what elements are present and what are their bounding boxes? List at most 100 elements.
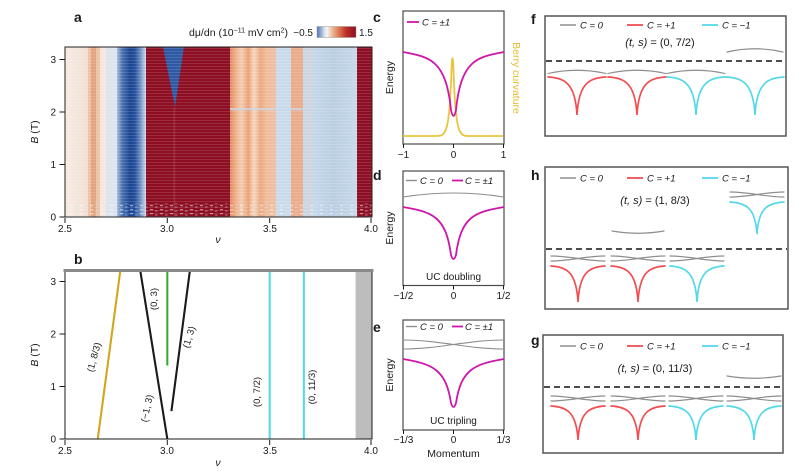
phase-line-label: (−1, 3) [139,394,156,423]
legend-label: C = 0 [580,342,604,353]
band-curve-c-pm1 [402,51,505,117]
berry-curvature-label: Berry curvature [510,42,522,114]
colorbar-max: 1.5 [359,28,373,39]
panel-c-label: c [373,9,381,25]
panel-b: b (1, 8/3) (−1, 3) (0, 3) (1, 3) (0, 7/2… [29,251,378,469]
x-tick-label: 0 [451,150,457,161]
axis-ticks [403,285,504,290]
x-tick-label: 2.5 [58,446,72,457]
band-curve [669,255,725,262]
plot-frame [64,270,373,440]
y-tick-label: 1 [50,160,56,171]
phase-line-label: (0, 3) [149,288,160,310]
band-curve [550,395,606,402]
colorbar-min: −0.5 [293,28,313,39]
band-curve [550,265,606,303]
legend-label: C = +1 [647,174,676,185]
x-tick-label: −1 [398,150,410,161]
band-diagram [550,375,782,441]
panel-f-label: f [531,11,536,27]
y-tick-label: 0 [50,213,56,224]
band-curve [726,395,782,402]
panel-c: c C = ±1 −1 0 1 Energy Berry curvature [373,9,522,161]
panel-e-caption: UC tripling [430,416,477,427]
x-tick-label: −1/2 [394,291,414,302]
x-tick-label: 0 [451,435,457,446]
panel-h-label: h [531,167,540,183]
band-curve [550,405,606,441]
band-diagram [550,191,785,303]
axis-ticks [59,281,372,445]
panel-d-label: d [373,167,382,183]
berry-curvature-curve [403,57,503,137]
colorbar-label: dμ/dn (10−11 mV cm2) [189,27,288,39]
phase-line-label: (0, 11/3) [307,370,318,405]
legend-label: C = +1 [647,342,676,353]
band-curve [729,191,785,198]
panel-g-label: g [531,332,540,348]
band-curve-c0 [402,339,505,350]
plot-frame [402,319,505,431]
legend-label: C = ±1 [422,18,450,29]
band-curve [610,405,666,441]
panel-a: a 2.5 3.0 3.5 4.0 0 1 2 3 [29,9,378,246]
band-curve-c-pm1 [402,358,505,408]
phase-line-label: (1, 8/3) [85,341,103,373]
phase-diagram-lines [96,270,372,440]
x-tick-label: 3.5 [263,224,277,235]
y-tick-label: 2 [50,330,56,341]
panel-g: g C = 0 C = +1 C = −1 (t, s) = (0, 11/3) [531,332,784,454]
y-axis-label: Energy [384,60,396,94]
y-tick-label: 1 [50,382,56,393]
band-curve [547,76,607,116]
axis-ticks [403,430,504,434]
band-curve [610,255,666,262]
panel-h-title: (t, s) = (1, 8/3) [620,195,689,207]
band-curve [726,405,782,441]
heatmap [65,47,372,217]
legend-label: C = 0 [580,21,604,32]
y-tick-label: 0 [50,435,56,446]
band-curve [726,48,784,53]
legend-label: C = +1 [647,21,676,32]
band-curve [726,375,782,379]
x-tick-label: 2.5 [58,224,72,235]
y-axis-label: Energy [384,211,396,245]
plot-frame [542,334,784,454]
phase-line-label: (1, 3) [181,325,198,349]
band-curve-c-pm1 [402,206,505,260]
legend-label: C = 0 [420,322,444,333]
x-tick-label: −1/3 [394,435,414,446]
panel-f-title: (t, s) = (0, 7/2) [625,37,694,49]
panel-d-caption: UC doubling [426,272,481,283]
x-tick-label: 0 [451,291,457,302]
band-curve [729,201,785,235]
band-curve [610,395,666,402]
axis-ticks [59,59,372,223]
colorbar: dμ/dn (10−11 mV cm2) −0.5 1.5 [189,26,373,39]
band-curve [666,69,726,75]
y-tick-label: 3 [50,55,56,66]
plot-frame [544,15,787,137]
plot-frame [64,46,373,218]
band-curve [547,69,607,75]
shaded-region [355,271,372,439]
axis-ticks [403,144,504,148]
panel-e: e C = 0 C = ±1 UC tripling −1/3 0 1/3 En… [373,319,511,460]
x-axis-label: Momentum [427,448,480,460]
panel-b-label: b [74,251,83,267]
x-tick-label: 4.0 [364,224,378,235]
legend-label: C = −1 [722,174,751,185]
phase-boundary-line [96,270,122,440]
plot-frame [402,170,505,287]
plot-frame [544,166,789,310]
colorbar-gradient [316,26,357,38]
panel-h: h C = 0 C = +1 C = −1 (t, s) = (1, 8/3) [531,166,789,310]
x-tick-label: 1/3 [497,435,511,446]
phase-boundary-line [139,270,169,440]
x-tick-label: 1/2 [497,291,511,302]
x-axis-label: ν [215,457,221,469]
phase-line-label: (0, 7/2) [252,377,263,407]
panel-f: f C = 0 C = +1 C = −1 (t, s) = (0, 7/2) [531,11,787,137]
